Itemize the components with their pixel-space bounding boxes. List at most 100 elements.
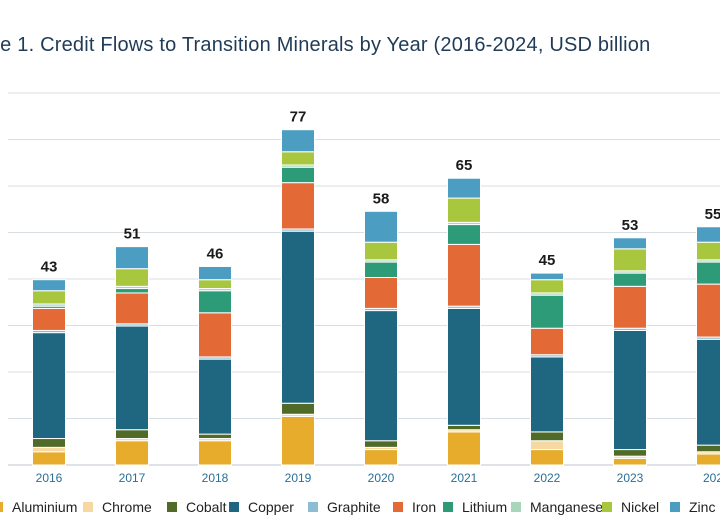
bar-segment-iron-2017 bbox=[115, 292, 149, 325]
legend-label-aluminium: Aluminium bbox=[12, 499, 77, 515]
x-tick-label-202: 202 bbox=[703, 471, 720, 485]
bar-segment-zinc-2022 bbox=[530, 272, 564, 281]
bar-segment-zinc-2023 bbox=[613, 237, 647, 250]
x-tick-label-2018: 2018 bbox=[202, 471, 229, 485]
legend-item-graphite: Graphite bbox=[308, 499, 381, 515]
legend-label-iron: Iron bbox=[412, 499, 436, 515]
legend-item-nickel: Nickel bbox=[602, 499, 659, 515]
legend-item-copper: Copper bbox=[229, 499, 294, 515]
legend-label-cobalt: Cobalt bbox=[186, 499, 227, 515]
legend: Aluminium Chrome Cobalt Copper Graphite Iron L… bbox=[0, 499, 715, 515]
bar-segment-aluminium-2021 bbox=[447, 431, 481, 466]
bar-segment-nickel-2016 bbox=[32, 290, 66, 305]
bar-segment-iron-2023 bbox=[613, 285, 647, 329]
bar-segment-nickel-202 bbox=[696, 241, 720, 261]
bar-segment-iron-2021 bbox=[447, 243, 481, 307]
bar-segment-cobalt-2019 bbox=[281, 402, 315, 415]
legend-swatch-chrome bbox=[83, 502, 93, 512]
bar-segment-lithium-2022 bbox=[530, 294, 564, 329]
bar-segment-nickel-2018 bbox=[198, 279, 232, 290]
bar-segment-iron-2019 bbox=[281, 182, 315, 230]
bar-segment-chrome-2016 bbox=[32, 446, 66, 453]
legend-item-cobalt: Cobalt bbox=[167, 499, 227, 515]
bar-segment-lithium-202 bbox=[696, 261, 720, 285]
bar-segment-aluminium-2022 bbox=[530, 449, 564, 466]
bar-segment-lithium-2018 bbox=[198, 290, 232, 314]
total-label-2021: 65 bbox=[456, 157, 473, 174]
total-label-2022: 45 bbox=[539, 252, 556, 269]
bar-segment-zinc-2017 bbox=[115, 246, 149, 270]
bar-segment-zinc-2021 bbox=[447, 177, 481, 199]
bar-segment-cobalt-2020 bbox=[364, 440, 398, 448]
legend-item-lithium: Lithium bbox=[443, 499, 507, 515]
bar-segment-nickel-2017 bbox=[115, 268, 149, 287]
bar-segment-cobalt-2021 bbox=[447, 424, 481, 431]
total-label-2016: 43 bbox=[41, 259, 58, 276]
legend-swatch-zinc bbox=[670, 502, 680, 512]
bar-segment-zinc-2018 bbox=[198, 265, 232, 281]
bar-segment-copper-2020 bbox=[364, 310, 398, 442]
total-label-2020: 58 bbox=[373, 190, 390, 207]
legend-swatch-cobalt bbox=[167, 502, 177, 512]
legend-label-graphite: Graphite bbox=[327, 499, 381, 515]
bar-segment-zinc-2016 bbox=[32, 279, 66, 292]
bar-segment-nickel-2020 bbox=[364, 241, 398, 261]
bar-segment-cobalt-2017 bbox=[115, 429, 149, 440]
bar-segment-nickel-2021 bbox=[447, 197, 481, 223]
bar-segment-aluminium-2017 bbox=[115, 440, 149, 466]
labels: 43 2016 51 2017 46 2018 77 2019 58 2020 65 2021 45 20… bbox=[36, 109, 720, 485]
bar-segment-copper-2019 bbox=[281, 230, 315, 404]
total-label-2019: 77 bbox=[290, 109, 307, 126]
bar-segment-aluminium-2018 bbox=[198, 440, 232, 466]
bar-segment-copper-2021 bbox=[447, 307, 481, 426]
bar-segment-cobalt-2016 bbox=[32, 438, 66, 448]
bar-segment-lithium-2021 bbox=[447, 224, 481, 245]
total-label-2017: 51 bbox=[124, 226, 141, 243]
bar-segment-copper-2023 bbox=[613, 329, 647, 451]
bar-segment-lithium-2019 bbox=[281, 166, 315, 184]
bar-segment-chrome-2022 bbox=[530, 440, 564, 451]
x-tick-label-2017: 2017 bbox=[119, 471, 146, 485]
x-tick-label-2021: 2021 bbox=[451, 471, 478, 485]
x-tick-label-2022: 2022 bbox=[534, 471, 561, 485]
bar-segment-nickel-2022 bbox=[530, 279, 564, 294]
bar-segment-aluminium-2020 bbox=[364, 449, 398, 466]
legend-item-iron: Iron bbox=[393, 499, 436, 515]
chart-title: ure 1. Credit Flows to Transition Minera… bbox=[0, 34, 651, 56]
bar-segment-iron-202 bbox=[696, 283, 720, 338]
bar-segment-aluminium-2019 bbox=[281, 415, 315, 466]
bar-segment-iron-2018 bbox=[198, 312, 232, 358]
legend-swatch-aluminium bbox=[0, 502, 3, 512]
total-label-2018: 46 bbox=[207, 245, 224, 262]
bar-segment-lithium-2017 bbox=[115, 288, 149, 294]
bar-segment-aluminium-2016 bbox=[32, 451, 66, 466]
bar-segment-lithium-2023 bbox=[613, 272, 647, 287]
bar-segment-lithium-2020 bbox=[364, 261, 398, 279]
bar-segment-nickel-2019 bbox=[281, 151, 315, 166]
legend-item-chrome: Chrome bbox=[83, 499, 152, 515]
bar-segment-aluminium-202 bbox=[696, 453, 720, 466]
legend-label-zinc: Zinc bbox=[689, 499, 715, 515]
bar-segment-copper-2022 bbox=[530, 356, 564, 433]
bar-segment-zinc-2019 bbox=[281, 129, 315, 153]
legend-swatch-lithium bbox=[443, 502, 453, 512]
legend-item-zinc: Zinc bbox=[670, 499, 715, 515]
legend-swatch-copper bbox=[229, 502, 239, 512]
x-tick-label-2020: 2020 bbox=[368, 471, 395, 485]
bars bbox=[32, 129, 720, 466]
bar-segment-nickel-2023 bbox=[613, 248, 647, 272]
legend-swatch-manganese bbox=[511, 502, 521, 512]
legend-item-manganese: Manganese bbox=[511, 499, 603, 515]
bar-segment-zinc-2020 bbox=[364, 210, 398, 243]
bar-segment-cobalt-202 bbox=[696, 444, 720, 453]
bar-segment-copper-2017 bbox=[115, 325, 149, 431]
legend-swatch-nickel bbox=[602, 502, 612, 512]
legend-label-chrome: Chrome bbox=[102, 499, 152, 515]
x-tick-label-2023: 2023 bbox=[617, 471, 644, 485]
legend-label-lithium: Lithium bbox=[462, 499, 507, 515]
x-tick-label-2016: 2016 bbox=[36, 471, 63, 485]
legend-swatch-graphite bbox=[308, 502, 318, 512]
bar-segment-iron-2020 bbox=[364, 277, 398, 309]
total-label-202: 55 bbox=[705, 206, 720, 223]
